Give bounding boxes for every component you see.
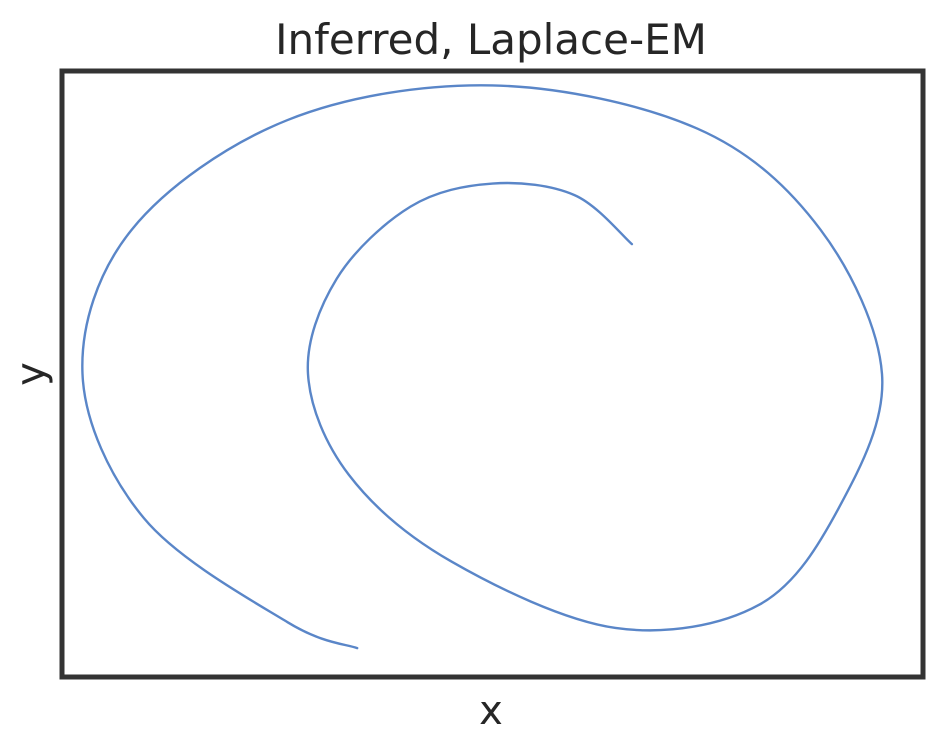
- x-axis-label: x: [479, 688, 503, 734]
- y-axis-label: y: [8, 362, 54, 386]
- plot-frame: [59, 68, 926, 680]
- chart-title: Inferred, Laplace-EM: [275, 15, 707, 64]
- series-layer: [81, 84, 884, 650]
- series-line-1: [81, 84, 884, 650]
